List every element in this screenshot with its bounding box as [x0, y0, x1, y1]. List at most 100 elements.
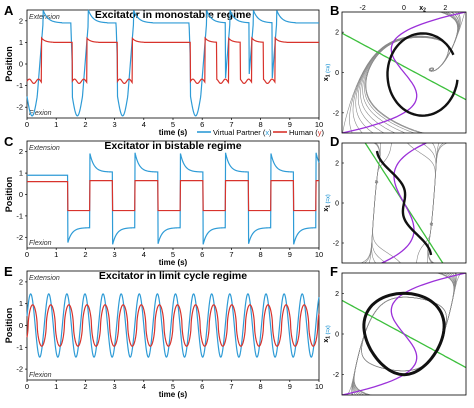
streamline — [362, 36, 449, 133]
svg-text:Virtual Partner (x): Virtual Partner (x) — [213, 128, 272, 137]
y-tick-label: 1 — [19, 299, 23, 308]
phase-y-tick-label: 2 — [335, 30, 339, 37]
phase-portrait-f: 2 0 -2 x1(=x) — [323, 272, 467, 396]
phase-portrait-d: 2 0 -2 x1(=x) — [323, 142, 467, 264]
svg-text:Human (y): Human (y) — [289, 128, 325, 137]
streamline — [428, 12, 466, 72]
x-tick-label: 4 — [142, 120, 146, 129]
streamline — [427, 222, 433, 263]
y-tick-label: -2 — [16, 103, 23, 112]
series-line-virtual-partner — [26, 9, 319, 117]
panel-letter-d: D — [330, 134, 339, 149]
phase-x-axis-label: x2 — [419, 5, 426, 14]
phase-y-axis-label: x1(=x) — [323, 325, 332, 343]
streamline — [363, 180, 378, 263]
streamline — [428, 222, 435, 263]
title-c: Excitator in bistable regime — [104, 140, 241, 152]
y-tick-label: -1 — [16, 81, 23, 90]
panel-letter-a: A — [4, 3, 14, 18]
series-line-virtual-partner — [27, 152, 320, 245]
y-tick-label: 2 — [19, 147, 23, 156]
phase-y-tick-label: 2 — [335, 161, 339, 168]
flexion-label: Flexion — [29, 372, 52, 379]
phase-y-tick-label: 0 — [335, 201, 339, 208]
phase-y-tick-label: -2 — [333, 110, 339, 117]
x-tick-label: 10 — [315, 382, 323, 391]
streamline — [365, 37, 425, 133]
x-tick-label: 0 — [25, 250, 29, 259]
x-tick-label: 2 — [83, 250, 87, 259]
series-line-virtual-partner — [26, 293, 320, 358]
x-tick-label: 2 — [83, 120, 87, 129]
legend-vp-close: ) — [269, 128, 272, 137]
x-tick-label: 1 — [54, 382, 58, 391]
streamline — [351, 323, 370, 395]
switching-trajectory — [375, 150, 433, 256]
phase-y-axis-label: x1(=x) — [323, 194, 332, 212]
nullcline-purple — [342, 12, 466, 133]
y-tick-label: -1 — [16, 211, 23, 220]
x-tick-label: 5 — [171, 382, 175, 391]
streamline — [355, 36, 449, 133]
panel-letter-e: E — [4, 264, 13, 279]
phase-y-tick-label: -2 — [333, 241, 339, 248]
legend: Virtual Partner (x) Human (y) — [197, 128, 325, 137]
x-axis-label: time (s) — [159, 390, 188, 399]
x-tick-label: 8 — [259, 250, 263, 259]
x-tick-label: 10 — [315, 250, 323, 259]
series-line-human — [26, 36, 319, 85]
x-tick-label: 9 — [288, 120, 292, 129]
x-tick-label: 4 — [142, 250, 146, 259]
x-axis-label: time (s) — [159, 128, 188, 137]
phase-y-axis-label: x1(=x) — [323, 64, 332, 82]
y-axis-label: Position — [4, 177, 14, 213]
flexion-label: Flexion — [29, 110, 52, 117]
x-tick-label: 10 — [315, 120, 323, 129]
series-line-human — [26, 304, 320, 347]
nullcline-green — [342, 32, 466, 101]
y-tick-label: 2 — [19, 277, 23, 286]
panel-letter-f: F — [330, 264, 338, 279]
streamline — [373, 143, 380, 184]
x-tick-label: 8 — [259, 120, 263, 129]
x-tick-label: 3 — [113, 382, 117, 391]
x-tick-label: 4 — [142, 382, 146, 391]
y-tick-label: 2 — [19, 16, 23, 25]
y-tick-label: 1 — [19, 169, 23, 178]
phase-x-tick-label: 2 — [443, 5, 447, 12]
extension-label: Extension — [29, 14, 60, 21]
nullcline-purple — [342, 273, 466, 395]
x-tick-label: 0 — [25, 120, 29, 129]
streamline — [357, 36, 449, 133]
x-tick-label: 5 — [171, 250, 175, 259]
y-tick-label: -2 — [16, 233, 23, 242]
y-tick-label: 0 — [19, 190, 23, 199]
excursion-trajectory — [386, 32, 459, 117]
extension-label: Extension — [29, 145, 60, 152]
streamline — [372, 180, 402, 263]
phase-y-tick-label: 2 — [335, 291, 339, 298]
y-tick-label: 0 — [19, 321, 23, 330]
limit-cycle-orbit — [362, 291, 446, 377]
legend-human-label: Human ( — [289, 128, 318, 137]
x-tick-label: 9 — [288, 382, 292, 391]
y-tick-label: 0 — [19, 60, 23, 69]
x-tick-label: 1 — [54, 250, 58, 259]
legend-human-close: ) — [322, 128, 325, 137]
x-tick-label: 6 — [200, 250, 204, 259]
legend-vp-label: Virtual Partner ( — [213, 128, 266, 137]
flexion-label: Flexion — [29, 240, 52, 247]
streamline — [360, 36, 449, 133]
y-axis-label: Position — [4, 46, 14, 82]
x-tick-label: 2 — [83, 382, 87, 391]
x-tick-label: 5 — [171, 120, 175, 129]
x-tick-label: 1 — [54, 120, 58, 129]
extension-label: Extension — [29, 275, 60, 282]
x-tick-label: 9 — [288, 250, 292, 259]
panel-letter-b: B — [330, 3, 339, 18]
streamline — [375, 143, 381, 184]
